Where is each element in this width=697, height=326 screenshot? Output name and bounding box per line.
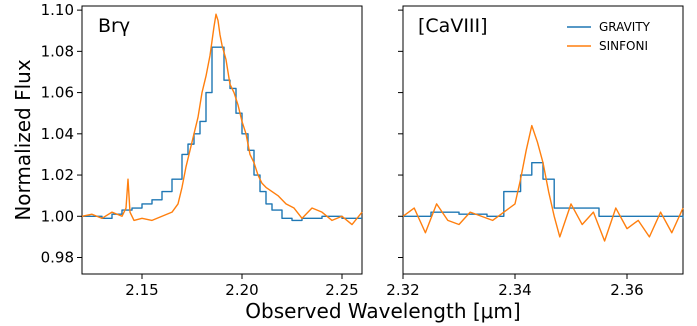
x-tick-label: 2.20 xyxy=(225,281,258,299)
series-group-right xyxy=(402,124,684,242)
x-tick-label: 2.15 xyxy=(125,281,158,299)
y-tick-label: 1.00 xyxy=(41,207,74,225)
x-axis-label: Observed Wavelength [μm] xyxy=(245,299,520,323)
panel-bry: 2.15 2.20 2.25 0.98 1.00 1.02 1.04 1.06 1.08 1.10… xyxy=(41,1,363,299)
y-tick-label: 1.08 xyxy=(41,42,74,60)
series-line-sinfoni xyxy=(402,124,684,242)
plot-frame-left xyxy=(81,5,363,275)
plot-frame-right xyxy=(402,5,684,275)
series-line-sinfoni xyxy=(81,13,363,226)
panel-label-caviii: [CaVIII] xyxy=(418,15,488,37)
y-axis-label: Normalized Flux xyxy=(11,59,35,221)
series-line-gravity xyxy=(82,46,362,222)
y-tick-label: 1.10 xyxy=(41,1,74,19)
x-tick-label: 2.32 xyxy=(386,281,419,299)
axis-ticks-right: 2.32 2.34 2.36 xyxy=(386,9,644,299)
y-tick-label: 1.02 xyxy=(41,166,74,184)
legend: GRAVITY SINFONI xyxy=(567,20,651,53)
axis-ticks-left: 2.15 2.20 2.25 0.98 1.00 1.02 1.04 1.06 1.08 1.10 xyxy=(41,1,359,299)
panel-label-bry: Brγ xyxy=(98,15,130,37)
legend-label-sinfoni: SINFONI xyxy=(599,39,648,53)
series-group-left xyxy=(81,13,363,226)
y-tick-label: 1.04 xyxy=(41,125,74,143)
panel-caviii: 2.32 2.34 2.36 [CaVIII] GRAVITY SINFONI xyxy=(386,5,684,299)
x-tick-label: 2.36 xyxy=(610,281,643,299)
y-tick-label: 1.06 xyxy=(41,84,74,102)
series-line-gravity xyxy=(403,161,684,219)
x-tick-label: 2.25 xyxy=(325,281,358,299)
legend-label-gravity: GRAVITY xyxy=(599,20,651,34)
y-tick-label: 0.98 xyxy=(41,249,74,267)
x-tick-label: 2.34 xyxy=(498,281,531,299)
